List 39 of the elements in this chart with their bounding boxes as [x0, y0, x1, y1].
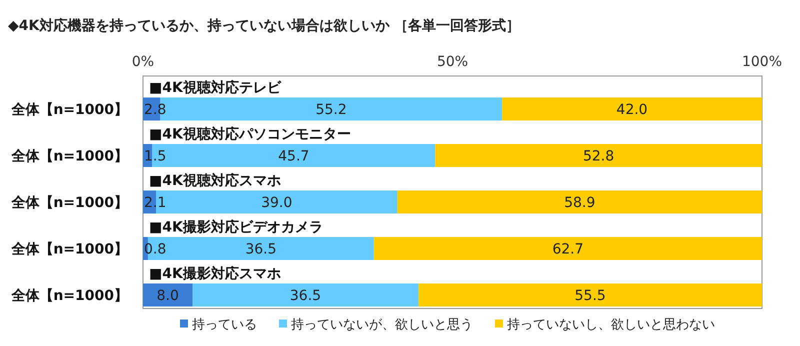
bar	[192, 284, 418, 306]
annotation: ■4K視聴対応スマホ	[149, 172, 281, 189]
data-label: 2.8	[144, 102, 166, 118]
x-tick-label: 50%	[436, 54, 468, 70]
annotation: ■4K視聴対応テレビ	[149, 79, 282, 96]
y-tick-label: 全体【n=1000】	[10, 195, 128, 211]
annotation: ■4K撮影対応ビデオカメラ	[149, 218, 323, 236]
data-label: 36.5	[245, 242, 277, 258]
data-label: 55.5	[574, 288, 606, 304]
data-label: 55.2	[316, 102, 347, 118]
annotation: ■4K視聴対応パソコンモニター	[149, 126, 351, 142]
bar	[374, 237, 762, 260]
legend-label: 持っていないが、欲しいと思う	[291, 318, 473, 332]
data-label: 42.0	[616, 102, 648, 118]
annotation: ■4K撮影対応スマホ	[149, 265, 281, 282]
bar	[502, 98, 762, 120]
data-label: 1.5	[144, 148, 166, 164]
data-label: 58.9	[564, 195, 596, 211]
data-label: 2.1	[144, 195, 166, 211]
legend-label: 持っている	[192, 318, 257, 332]
x-tick-label: 100%	[742, 54, 782, 70]
bar	[143, 284, 193, 306]
bar	[397, 190, 762, 214]
x-tick-label: 0%	[132, 54, 154, 70]
data-label: 8.0	[156, 288, 179, 304]
y-tick-label: 全体【n=1000】	[10, 102, 128, 118]
bar	[418, 284, 762, 306]
data-label: 39.0	[261, 195, 292, 211]
y-tick-label: 全体【n=1000】	[10, 242, 128, 258]
y-tick-label: 全体【n=1000】	[10, 288, 128, 304]
data-label: 52.8	[583, 148, 614, 164]
data-label: 36.5	[290, 288, 322, 304]
chart-title: ◆4K対応機器を持っているか、持っていない場合は欲しいか ［各単一回答形式］	[8, 17, 520, 34]
bar	[435, 144, 762, 167]
data-label: 62.7	[552, 242, 584, 258]
data-label: 0.8	[144, 242, 166, 258]
y-tick-label: 全体【n=1000】	[10, 148, 128, 164]
data-label: 45.7	[278, 148, 310, 164]
legend-label: 持っていないし、欲しいと思わない	[507, 318, 715, 332]
